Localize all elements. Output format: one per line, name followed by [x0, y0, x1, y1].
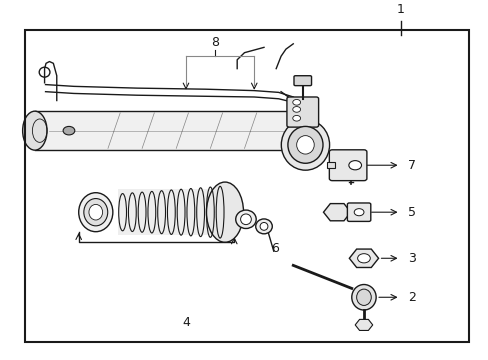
Ellipse shape [89, 204, 102, 220]
Ellipse shape [351, 284, 375, 310]
Ellipse shape [83, 199, 107, 226]
Bar [118, 189, 224, 235]
Circle shape [357, 254, 369, 263]
Text: 5: 5 [407, 206, 415, 219]
Ellipse shape [206, 182, 243, 242]
Text: 7: 7 [407, 159, 415, 172]
FancyBboxPatch shape [293, 76, 311, 86]
Ellipse shape [356, 289, 370, 305]
Ellipse shape [22, 111, 47, 150]
Ellipse shape [235, 210, 256, 229]
Ellipse shape [281, 120, 329, 170]
Circle shape [292, 99, 300, 105]
Circle shape [292, 116, 300, 121]
Bar [35, 111, 293, 150]
FancyBboxPatch shape [329, 150, 366, 181]
Ellipse shape [260, 222, 267, 230]
Text: 6: 6 [270, 242, 278, 255]
Bar [25, 30, 468, 342]
Circle shape [348, 161, 361, 170]
Circle shape [63, 126, 75, 135]
Ellipse shape [296, 136, 314, 154]
Bar [327, 162, 334, 168]
Ellipse shape [79, 193, 113, 232]
Text: 2: 2 [407, 291, 415, 304]
Circle shape [292, 107, 300, 112]
Text: 1: 1 [396, 3, 404, 16]
Ellipse shape [287, 126, 323, 163]
Text: 8: 8 [211, 36, 219, 49]
Text: 4: 4 [182, 316, 189, 329]
Circle shape [353, 209, 363, 216]
Ellipse shape [255, 219, 272, 234]
FancyBboxPatch shape [346, 203, 370, 221]
Ellipse shape [240, 214, 251, 225]
FancyBboxPatch shape [286, 97, 318, 127]
Text: 3: 3 [407, 252, 415, 265]
